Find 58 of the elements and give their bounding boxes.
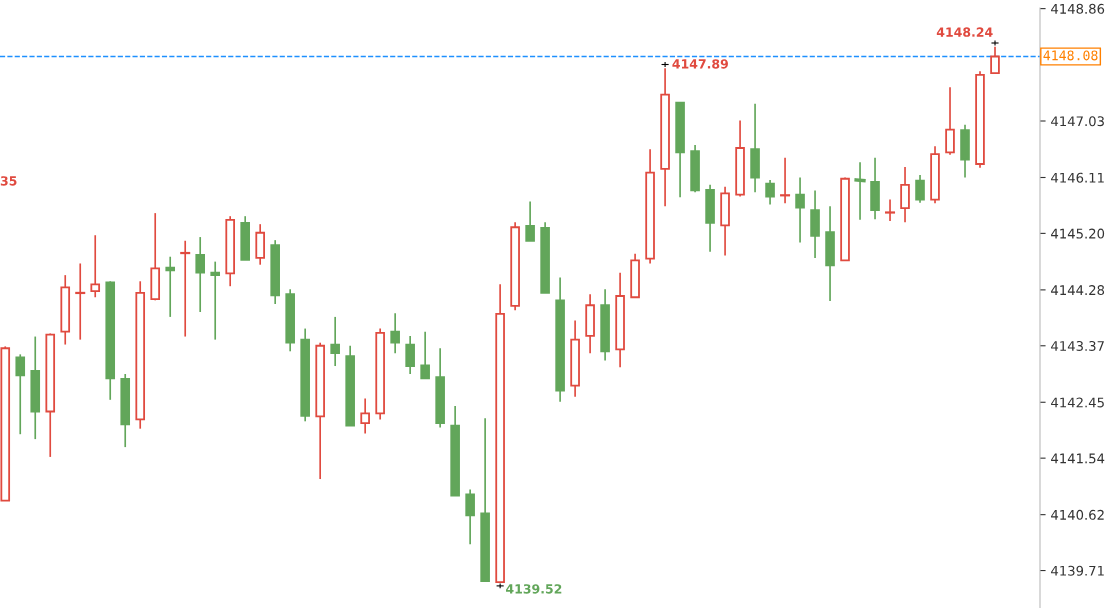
- candlestick: [885, 198, 896, 222]
- candlestick: [360, 397, 370, 435]
- annotation: 35: [0, 176, 17, 186]
- candlestick: [570, 319, 580, 398]
- y-tick-label: 4141.54: [1051, 453, 1105, 464]
- annotation: 4148.24: [936, 27, 993, 37]
- candlestick: [180, 239, 191, 338]
- candlestick: [780, 157, 791, 205]
- candlestick: [720, 185, 730, 257]
- candlestick: [285, 288, 295, 353]
- candlestick: [600, 288, 610, 362]
- y-tick-label: 4145.20: [1051, 228, 1105, 239]
- candlestick: [15, 353, 26, 436]
- candlestick: [795, 176, 805, 244]
- candlestick: [975, 70, 985, 169]
- y-tick-label: 4143.37: [1051, 340, 1104, 351]
- candlestick: [30, 335, 41, 440]
- candlestick: [555, 276, 565, 403]
- candlestick: [750, 102, 760, 194]
- candlestick: [645, 148, 655, 265]
- candlestick: [330, 316, 340, 367]
- candlestick: [390, 312, 400, 354]
- candlestick: [45, 333, 56, 458]
- candlestick: [765, 179, 775, 206]
- candlestick: [660, 67, 670, 208]
- y-tick-label: 4144.28: [1051, 285, 1105, 296]
- candlestick: [135, 280, 146, 430]
- candlestick: [75, 262, 86, 341]
- candlestick: [405, 335, 415, 375]
- candlestick: [165, 255, 176, 318]
- candlestick: [465, 488, 475, 545]
- candlestick: [825, 205, 835, 302]
- candlestick: [615, 271, 625, 369]
- candlestick: [810, 189, 820, 259]
- candlestick: [900, 166, 910, 224]
- annotation: 4139.52: [506, 584, 562, 594]
- y-tick-label: 4148.86: [1051, 3, 1105, 14]
- y-tick-label: 4146.11: [1051, 172, 1104, 183]
- y-tick-label: 4140.62: [1051, 509, 1104, 520]
- candlestick: [225, 215, 235, 288]
- candlestick: [90, 234, 101, 299]
- candlestick: [120, 373, 131, 448]
- candlestick: [210, 260, 221, 341]
- candlestick: [60, 274, 71, 346]
- candlestick: [945, 86, 955, 156]
- candlestick: [854, 161, 866, 221]
- y-tick-label: 4142.45: [1051, 397, 1104, 408]
- candlestick: [105, 281, 116, 401]
- annotation: 4147.89: [672, 59, 728, 69]
- candlestick: [705, 184, 715, 253]
- candlestick: [270, 239, 280, 305]
- candlestick: [585, 293, 595, 354]
- y-tick-label: 4147.03: [1051, 116, 1104, 127]
- y-tick-label: 4139.71: [1051, 565, 1104, 576]
- candlestick: [195, 236, 206, 313]
- candlestick: [870, 157, 880, 221]
- candlestick: [255, 223, 265, 266]
- ref-line-label: 4148.08: [1043, 50, 1098, 61]
